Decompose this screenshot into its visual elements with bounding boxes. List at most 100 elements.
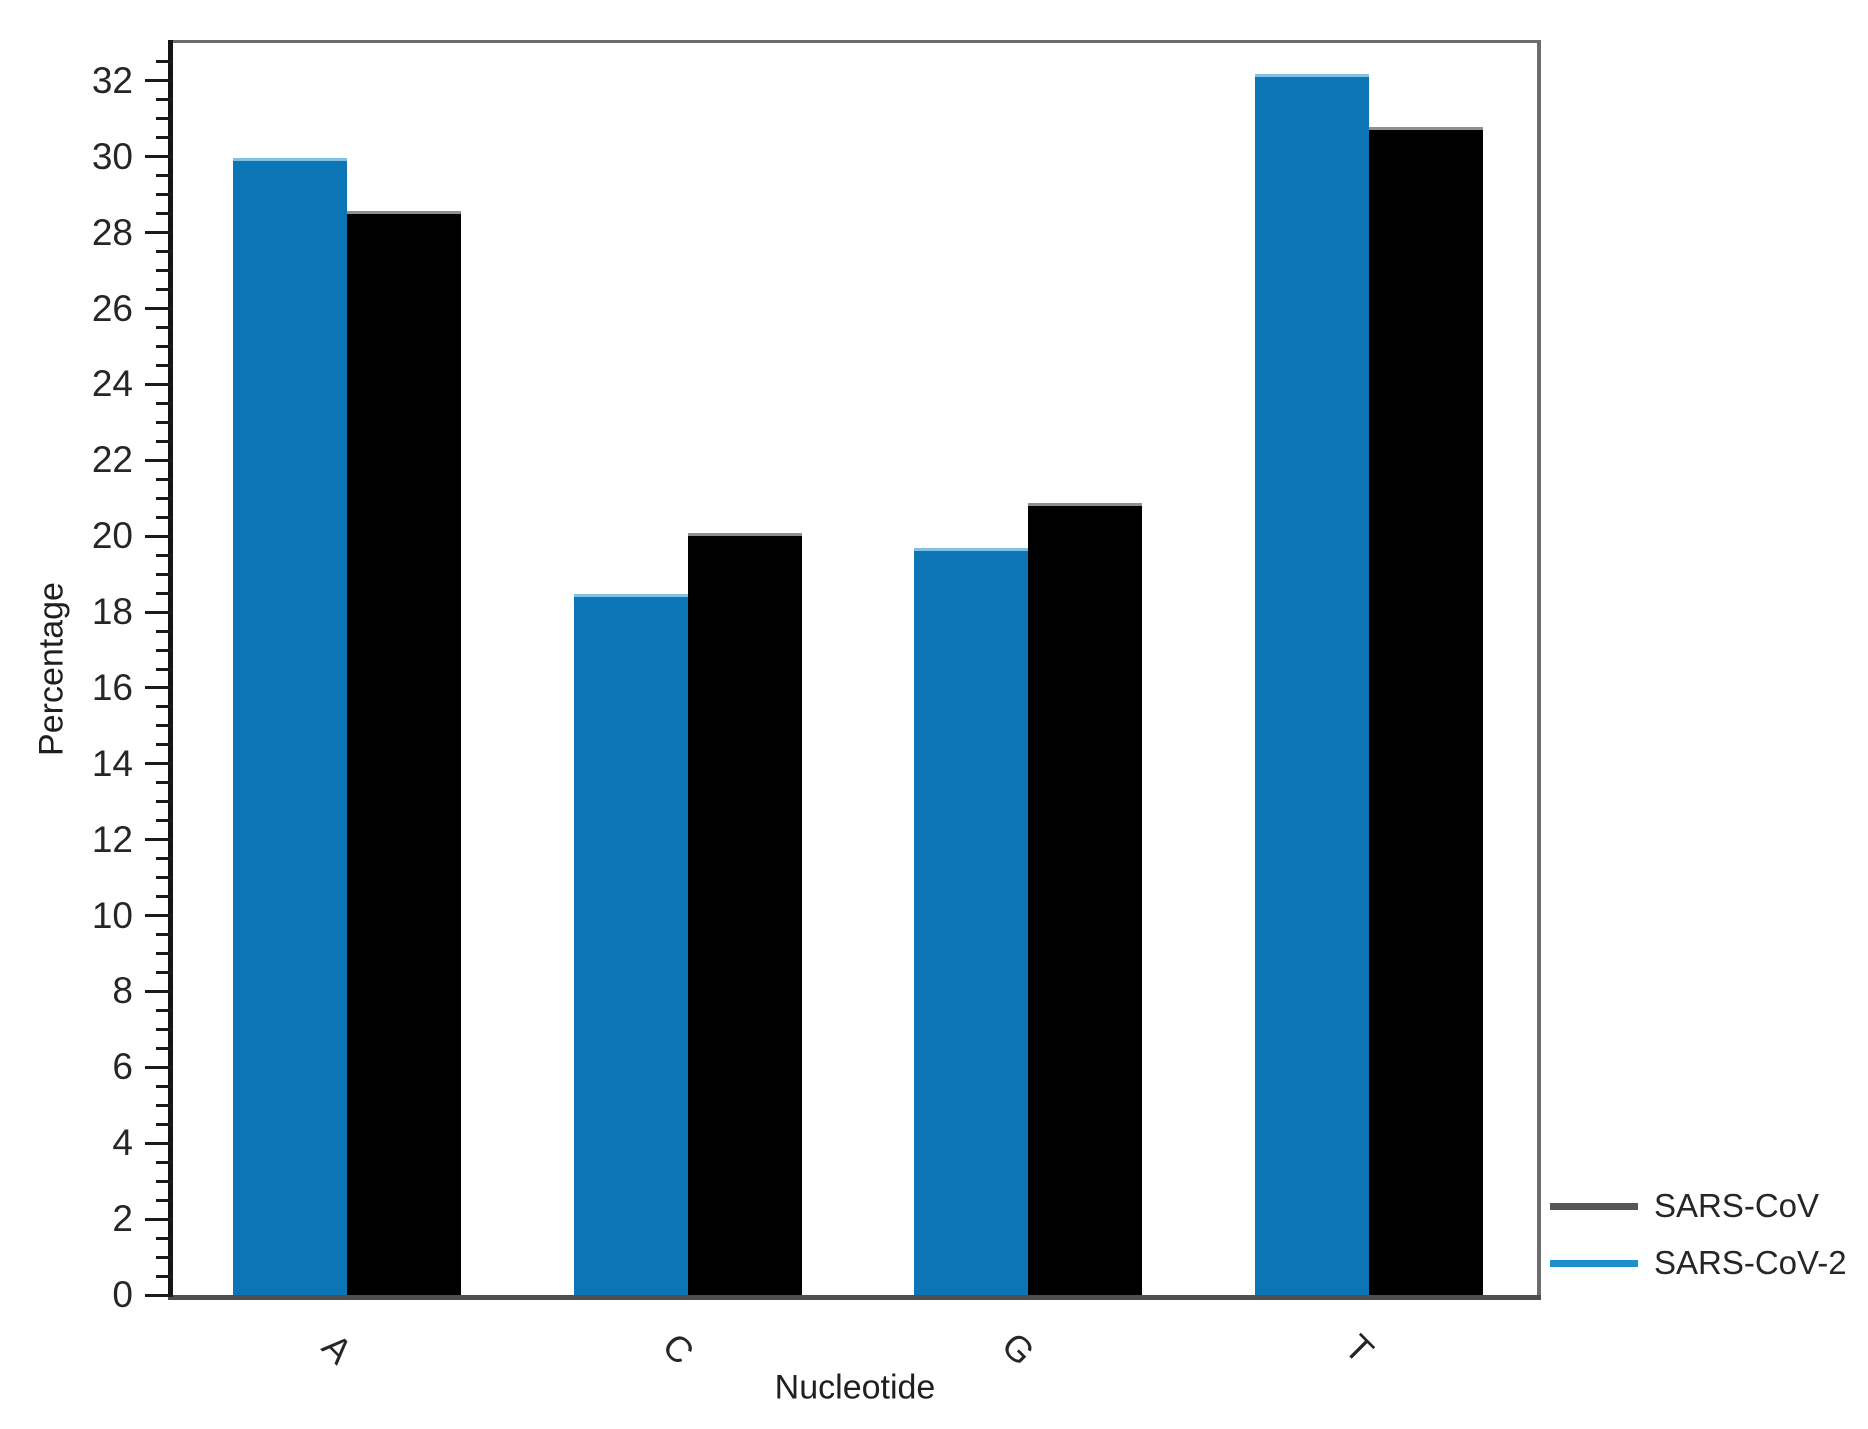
y-minor-tick	[156, 857, 173, 861]
y-minor-tick	[156, 1046, 173, 1050]
sars-cov-2-line-swatch	[1550, 1259, 1638, 1267]
y-major-tick	[145, 307, 173, 311]
bar-sars-cov-2-g	[914, 548, 1028, 1295]
y-minor-tick	[156, 1236, 173, 1240]
y-minor-tick	[156, 781, 173, 785]
y-tick-label: 32	[91, 59, 133, 101]
y-minor-tick	[156, 629, 173, 633]
y-minor-tick	[156, 876, 173, 880]
y-tick-label: 24	[91, 363, 133, 405]
y-tick-label: 18	[91, 591, 133, 633]
y-major-tick	[145, 534, 173, 538]
y-minor-tick	[156, 667, 173, 671]
bar-sars-cov-g	[1028, 503, 1142, 1295]
y-tick-label: 20	[91, 515, 133, 557]
y-minor-tick	[156, 401, 173, 405]
x-tick-label-a: A	[314, 1325, 361, 1372]
y-minor-tick	[156, 363, 173, 367]
bar-sars-cov-t	[1368, 127, 1483, 1295]
y-minor-tick	[156, 98, 173, 102]
legend-label-sars-cov-2: SARS-CoV-2	[1654, 1244, 1847, 1281]
y-minor-tick	[156, 1160, 173, 1164]
y-minor-tick	[156, 250, 173, 254]
y-major-tick	[145, 155, 173, 159]
y-tick-label: 2	[112, 1198, 133, 1240]
y-tick-label: 26	[91, 287, 133, 329]
y-minor-tick	[156, 819, 173, 823]
bar-sars-cov-a	[347, 211, 461, 1295]
y-major-tick	[145, 231, 173, 235]
y-minor-tick	[156, 1198, 173, 1202]
y-minor-tick	[156, 952, 173, 956]
bar-sars-cov-c	[687, 533, 802, 1295]
y-minor-tick	[156, 1103, 173, 1107]
y-minor-tick	[156, 420, 173, 424]
plot-top-spine	[168, 40, 1541, 43]
bar-sars-cov-2-t	[1254, 74, 1369, 1295]
y-axis-title: Percentage	[32, 582, 71, 756]
bar-sars-cov-2-a	[233, 158, 347, 1295]
y-minor-tick	[156, 1179, 173, 1183]
y-minor-tick	[156, 1122, 173, 1126]
y-tick-label: 0	[112, 1274, 133, 1315]
y-minor-tick	[156, 1255, 173, 1259]
y-minor-tick	[156, 326, 173, 330]
y-major-tick	[145, 1065, 173, 1069]
y-minor-tick	[156, 136, 173, 140]
y-minor-tick	[156, 553, 173, 557]
x-tick-label-c: C	[654, 1324, 702, 1373]
legend-item-sars-cov: SARS-CoV	[1550, 1183, 1868, 1229]
y-major-tick	[145, 989, 173, 993]
y-minor-tick	[156, 212, 173, 216]
y-major-tick	[145, 1217, 173, 1221]
y-minor-tick	[156, 174, 173, 178]
y-major-tick	[145, 686, 173, 690]
bar-sars-cov-2-c	[573, 594, 688, 1295]
y-minor-tick	[156, 1008, 173, 1012]
y-minor-tick	[156, 648, 173, 652]
y-minor-tick	[156, 1274, 173, 1278]
y-major-tick	[145, 610, 173, 614]
y-minor-tick	[156, 269, 173, 273]
y-tick-label: 30	[91, 135, 133, 177]
y-tick-label: 6	[112, 1046, 133, 1088]
y-minor-tick	[156, 117, 173, 121]
legend-item-sars-cov-2: SARS-CoV-2	[1550, 1240, 1868, 1286]
y-major-tick	[145, 914, 173, 918]
y-minor-tick	[156, 477, 173, 481]
sars-cov-line-swatch	[1550, 1202, 1638, 1210]
x-axis-spine	[168, 1295, 1541, 1300]
y-minor-tick	[156, 933, 173, 937]
y-minor-tick	[156, 724, 173, 728]
y-minor-tick	[156, 1084, 173, 1088]
y-tick-label: 8	[112, 970, 133, 1012]
y-minor-tick	[156, 193, 173, 197]
y-major-tick	[145, 458, 173, 462]
y-major-tick	[145, 79, 173, 83]
plot-right-spine	[1537, 40, 1541, 1298]
y-major-tick	[145, 1141, 173, 1145]
y-major-tick	[145, 762, 173, 766]
y-minor-tick	[156, 345, 173, 348]
x-tick-label-g: G	[993, 1324, 1043, 1374]
y-minor-tick	[156, 572, 173, 576]
y-tick-label: 22	[91, 439, 133, 481]
y-major-tick	[145, 838, 173, 842]
y-major-tick	[145, 382, 173, 386]
plot-area	[173, 43, 1537, 1295]
y-tick-label: 14	[91, 742, 133, 784]
y-tick-label: 10	[91, 894, 133, 936]
legend: SARS-CoV SARS-CoV-2	[1550, 1183, 1868, 1286]
y-minor-tick	[156, 439, 173, 443]
y-minor-tick	[156, 800, 173, 804]
y-minor-tick	[156, 705, 173, 709]
y-minor-tick	[156, 895, 173, 899]
y-minor-tick	[156, 591, 173, 595]
y-tick-label: 28	[91, 211, 133, 253]
y-minor-tick	[156, 496, 173, 500]
y-tick-label: 16	[91, 666, 133, 708]
y-minor-tick	[156, 1027, 173, 1031]
legend-label-sars-cov: SARS-CoV	[1654, 1187, 1820, 1224]
y-minor-tick	[156, 515, 173, 519]
